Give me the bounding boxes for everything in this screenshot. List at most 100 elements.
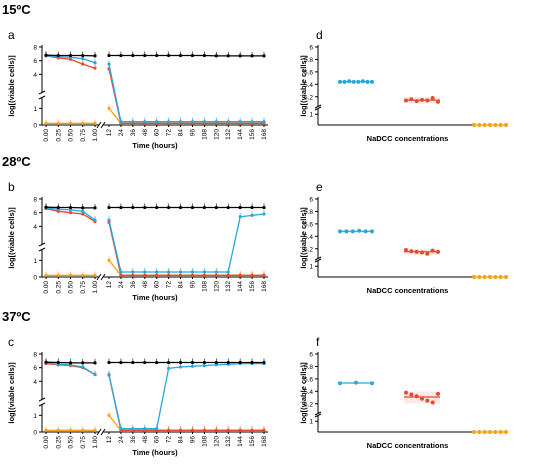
panel-letter: d: [316, 28, 323, 42]
data-point: [262, 120, 266, 124]
data-point: [167, 360, 171, 365]
data-point: [250, 213, 254, 217]
data-point: [107, 106, 111, 110]
data-point: [356, 79, 361, 84]
data-point: [347, 79, 352, 84]
data-point: [214, 120, 218, 124]
data-point: [178, 428, 183, 432]
data-point: [178, 120, 183, 124]
data-point: [44, 360, 48, 364]
data-point: [488, 275, 492, 279]
y-axis-label: log[(viable cells)]: [299, 207, 308, 269]
x-tick-label: 36: [130, 436, 137, 444]
y-tick-label: 1: [33, 106, 37, 113]
data-point: [482, 275, 487, 279]
data-point: [250, 120, 254, 124]
data-point: [190, 360, 195, 365]
data-point: [56, 360, 60, 365]
data-point: [155, 120, 159, 124]
data-point: [436, 249, 440, 254]
data-point: [119, 273, 123, 277]
data-point: [81, 209, 85, 213]
y-tick-label: 5.4: [304, 389, 313, 396]
data-point: [498, 123, 503, 127]
data-point: [488, 123, 492, 127]
data-point: [119, 120, 123, 124]
data-point: [44, 428, 48, 432]
panel-group-15ºC: 15ºC a 8 6 4 1 0 0.00 0.25 0.50 0.75 1.00 12 24 36 48 60…: [2, 2, 508, 150]
data-point: [190, 205, 195, 210]
data-point: [357, 228, 362, 233]
y-axis-break-mark: [38, 397, 46, 402]
data-point: [238, 120, 242, 124]
data-point: [226, 360, 230, 365]
data-point: [262, 205, 266, 210]
data-point: [250, 428, 254, 432]
data-point: [131, 360, 135, 365]
y-tick-label: 1: [309, 419, 313, 426]
data-point: [93, 206, 97, 210]
data-point: [472, 123, 476, 127]
x-tick-label: 168: [261, 129, 268, 140]
data-point: [214, 205, 218, 210]
data-point: [238, 54, 242, 58]
data-point: [131, 53, 135, 58]
data-point: [167, 270, 171, 274]
data-point: [119, 53, 123, 58]
data-point: [360, 79, 365, 84]
x-tick-label: 108: [201, 281, 208, 292]
data-point: [350, 229, 355, 234]
y-axis-break-mark: [314, 411, 322, 416]
data-point: [68, 211, 73, 215]
y-tick-label: 6: [33, 210, 37, 217]
data-point: [226, 270, 230, 274]
data-point: [56, 53, 60, 58]
x-tick-label: 120: [213, 281, 220, 292]
x-tick-label: 48: [142, 281, 149, 289]
data-point: [365, 79, 370, 84]
x-tick-label: 24: [118, 436, 125, 444]
data-point: [119, 270, 123, 274]
x-tick-label: 168: [261, 436, 268, 447]
data-point: [178, 360, 183, 365]
data-point: [214, 428, 218, 432]
data-point: [482, 123, 487, 127]
data-point: [143, 120, 147, 124]
data-point: [81, 57, 85, 61]
data-point: [202, 53, 206, 58]
data-point: [56, 205, 60, 210]
data-point: [81, 361, 85, 365]
data-point: [167, 428, 171, 432]
data-point: [56, 273, 60, 277]
data-point: [262, 273, 266, 277]
data-point: [131, 205, 135, 210]
y-tick-label: 6: [33, 58, 37, 65]
panel-letter: e: [316, 180, 323, 194]
data-point: [143, 270, 147, 274]
data-point: [472, 430, 476, 434]
data-point: [131, 427, 135, 431]
series-line: [108, 63, 264, 123]
y-axis-break-mark: [314, 413, 322, 418]
data-point: [155, 273, 159, 277]
data-point: [436, 99, 440, 104]
y-tick-label: 6: [309, 45, 313, 52]
y-axis-break-mark: [314, 106, 322, 111]
data-point: [409, 249, 414, 254]
data-point: [93, 66, 97, 70]
x-tick-label: 0.25: [55, 281, 62, 294]
y-axis-break-mark: [314, 256, 322, 261]
data-point: [250, 360, 254, 365]
data-point: [344, 229, 349, 234]
data-point: [81, 273, 85, 277]
data-point: [238, 360, 242, 365]
data-point: [498, 430, 503, 434]
temperature-heading: 28ºC: [2, 154, 31, 169]
data-point: [178, 205, 183, 210]
panel-letter: a: [8, 28, 15, 42]
data-point: [56, 121, 60, 125]
data-point: [167, 120, 171, 124]
data-point: [167, 205, 171, 210]
data-point: [107, 62, 111, 66]
x-tick-label: 0.00: [43, 436, 50, 449]
